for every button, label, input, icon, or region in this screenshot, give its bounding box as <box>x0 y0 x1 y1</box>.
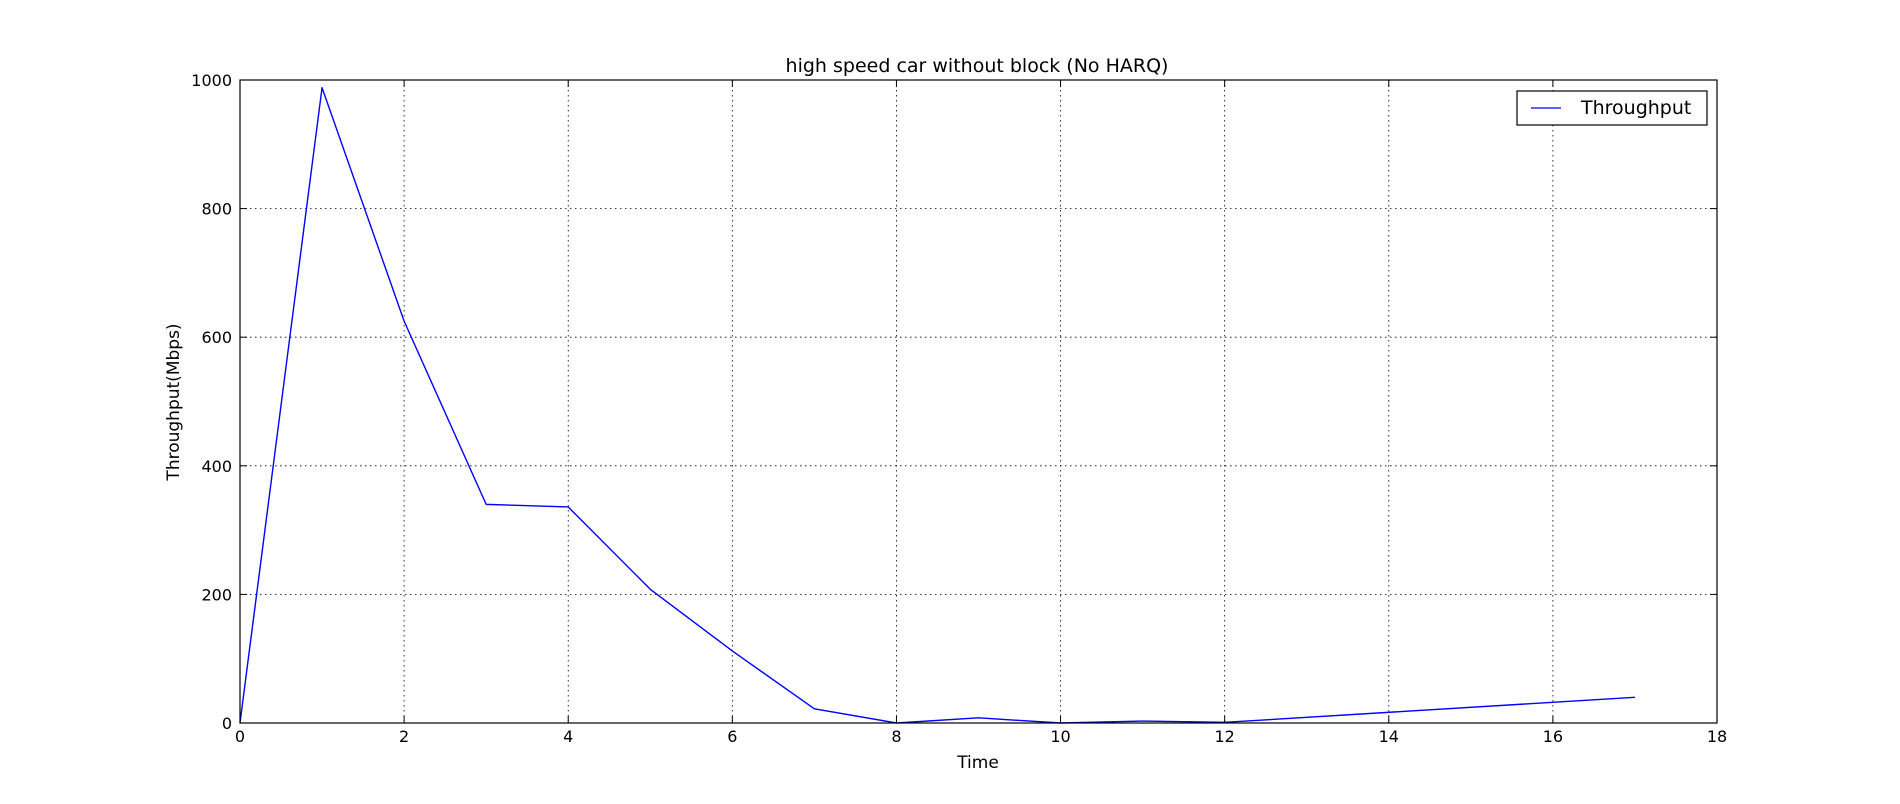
x-tick-label: 18 <box>1707 727 1727 746</box>
x-tick-label: 12 <box>1214 727 1234 746</box>
legend-label: Throughput <box>1580 97 1691 119</box>
x-tick-label: 0 <box>235 727 245 746</box>
x-tick-label: 8 <box>891 727 901 746</box>
x-tick-label: 10 <box>1050 727 1070 746</box>
y-tick-label: 1000 <box>191 71 232 90</box>
chart-title: high speed car without block (No HARQ) <box>786 55 1169 77</box>
y-tick-label: 0 <box>222 714 232 733</box>
x-axis-label: Time <box>956 753 999 773</box>
x-tick-label: 2 <box>399 727 409 746</box>
series-layer <box>239 87 1635 724</box>
y-axis-label: Throughput(Mbps) <box>164 323 184 481</box>
x-tick-label: 16 <box>1543 727 1563 746</box>
plot-frame <box>239 79 1718 724</box>
legend: Throughput <box>1516 90 1708 126</box>
series-line-throughput <box>239 87 1635 724</box>
y-tick-label: 200 <box>201 585 232 604</box>
grid <box>240 80 1717 723</box>
y-tick-label: 400 <box>201 457 232 476</box>
x-tick-label: 14 <box>1379 727 1399 746</box>
ticks: 0 2 4 6 8 10 12 14 16 18 0 200 400 600 800 1000 <box>191 71 1727 746</box>
x-tick-label: 4 <box>563 727 573 746</box>
y-tick-label: 600 <box>201 328 232 347</box>
y-tick-label: 800 <box>201 200 232 219</box>
x-tick-label: 6 <box>727 727 737 746</box>
